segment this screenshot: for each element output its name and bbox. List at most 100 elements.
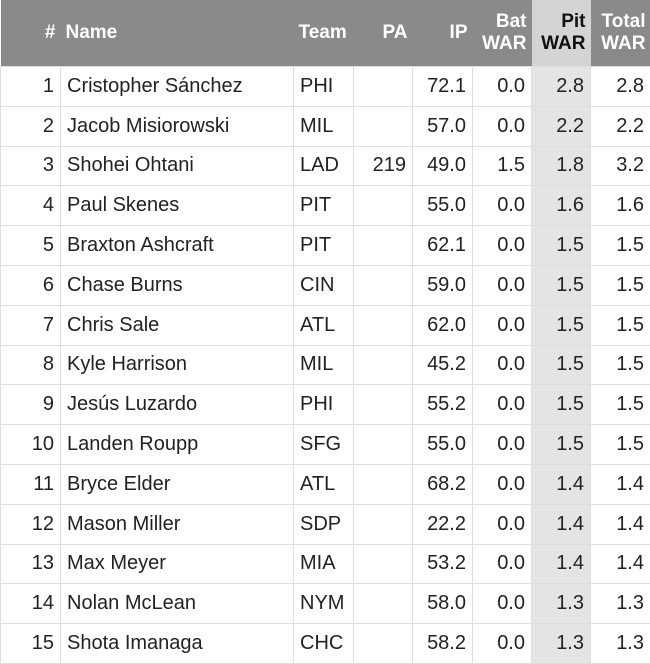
table-cell: 1.3 bbox=[532, 584, 591, 624]
table-cell: Chris Sale bbox=[61, 305, 294, 345]
table-cell: 0.0 bbox=[473, 345, 532, 385]
table-cell: 8 bbox=[1, 345, 61, 385]
table-cell: 1.5 bbox=[532, 425, 591, 465]
table-cell: 62.1 bbox=[413, 226, 473, 266]
table-cell: 59.0 bbox=[413, 265, 473, 305]
table-cell: 1 bbox=[1, 67, 61, 107]
table-cell: Chase Burns bbox=[61, 265, 294, 305]
table-cell: 68.2 bbox=[413, 464, 473, 504]
table-cell: 57.0 bbox=[413, 106, 473, 146]
table-cell bbox=[354, 67, 413, 107]
table-cell: 7 bbox=[1, 305, 61, 345]
table-cell bbox=[354, 584, 413, 624]
table-cell: 0.0 bbox=[473, 226, 532, 266]
table-cell: 9 bbox=[1, 385, 61, 425]
column-header: Pit WAR bbox=[532, 0, 591, 67]
table-cell bbox=[354, 186, 413, 226]
table-cell: 55.2 bbox=[413, 385, 473, 425]
table-cell: CIN bbox=[294, 265, 354, 305]
table-cell: 1.5 bbox=[532, 265, 591, 305]
table-cell: 2.8 bbox=[532, 67, 591, 107]
table-cell: 1.5 bbox=[473, 146, 532, 186]
table-cell: 1.3 bbox=[532, 624, 591, 664]
table-cell: 2 bbox=[1, 106, 61, 146]
table-cell bbox=[354, 345, 413, 385]
table-cell: LAD bbox=[294, 146, 354, 186]
table-cell bbox=[354, 544, 413, 584]
table-cell: 6 bbox=[1, 265, 61, 305]
table-cell: 0.0 bbox=[473, 265, 532, 305]
table-cell: NYM bbox=[294, 584, 354, 624]
table-cell: 0.0 bbox=[473, 544, 532, 584]
table-cell: 1.5 bbox=[591, 345, 650, 385]
table-cell bbox=[354, 504, 413, 544]
table-cell: 0.0 bbox=[473, 624, 532, 664]
table-cell: MIA bbox=[294, 544, 354, 584]
table-cell: 1.5 bbox=[532, 226, 591, 266]
table-cell: 13 bbox=[1, 544, 61, 584]
table-cell: 0.0 bbox=[473, 106, 532, 146]
table-cell: PIT bbox=[294, 226, 354, 266]
table-cell: 62.0 bbox=[413, 305, 473, 345]
table-cell: 1.5 bbox=[532, 385, 591, 425]
table-cell: 55.0 bbox=[413, 425, 473, 465]
table-cell bbox=[354, 265, 413, 305]
table-cell: 1.4 bbox=[591, 464, 650, 504]
table-cell: 0.0 bbox=[473, 504, 532, 544]
column-header: IP bbox=[413, 0, 473, 67]
column-header: PA bbox=[354, 0, 413, 67]
column-header: # bbox=[1, 0, 61, 67]
table-cell: 11 bbox=[1, 464, 61, 504]
table-cell: 1.5 bbox=[532, 345, 591, 385]
table-cell bbox=[354, 106, 413, 146]
table-cell: 1.4 bbox=[532, 544, 591, 584]
table-cell: 1.4 bbox=[532, 504, 591, 544]
table-cell: Cristopher Sánchez bbox=[61, 67, 294, 107]
table-cell: Braxton Ashcraft bbox=[61, 226, 294, 266]
table-cell: Jacob Misiorowski bbox=[61, 106, 294, 146]
column-header: Total WAR bbox=[591, 0, 650, 67]
table-cell: 3.2 bbox=[591, 146, 650, 186]
table-cell: PHI bbox=[294, 385, 354, 425]
table-cell: MIL bbox=[294, 345, 354, 385]
table-cell: Bryce Elder bbox=[61, 464, 294, 504]
column-header: Name bbox=[61, 0, 294, 67]
table-cell: 1.8 bbox=[532, 146, 591, 186]
table-cell: Max Meyer bbox=[61, 544, 294, 584]
column-header: Team bbox=[294, 0, 354, 67]
table-cell: Shota Imanaga bbox=[61, 624, 294, 664]
table-cell: Paul Skenes bbox=[61, 186, 294, 226]
table-cell: 0.0 bbox=[473, 425, 532, 465]
table-cell: PIT bbox=[294, 186, 354, 226]
table-cell: 45.2 bbox=[413, 345, 473, 385]
table-cell: 1.4 bbox=[591, 544, 650, 584]
table-cell: 1.5 bbox=[591, 265, 650, 305]
table-cell: 58.2 bbox=[413, 624, 473, 664]
table-cell: 0.0 bbox=[473, 464, 532, 504]
table-cell: 0.0 bbox=[473, 186, 532, 226]
table-cell: Landen Roupp bbox=[61, 425, 294, 465]
table-cell: 53.2 bbox=[413, 544, 473, 584]
table-cell: 1.5 bbox=[591, 226, 650, 266]
table-cell: 1.3 bbox=[591, 624, 650, 664]
table-cell: 14 bbox=[1, 584, 61, 624]
table-cell: 0.0 bbox=[473, 584, 532, 624]
table-cell: SFG bbox=[294, 425, 354, 465]
table-cell: 2.8 bbox=[591, 67, 650, 107]
table-cell: 49.0 bbox=[413, 146, 473, 186]
